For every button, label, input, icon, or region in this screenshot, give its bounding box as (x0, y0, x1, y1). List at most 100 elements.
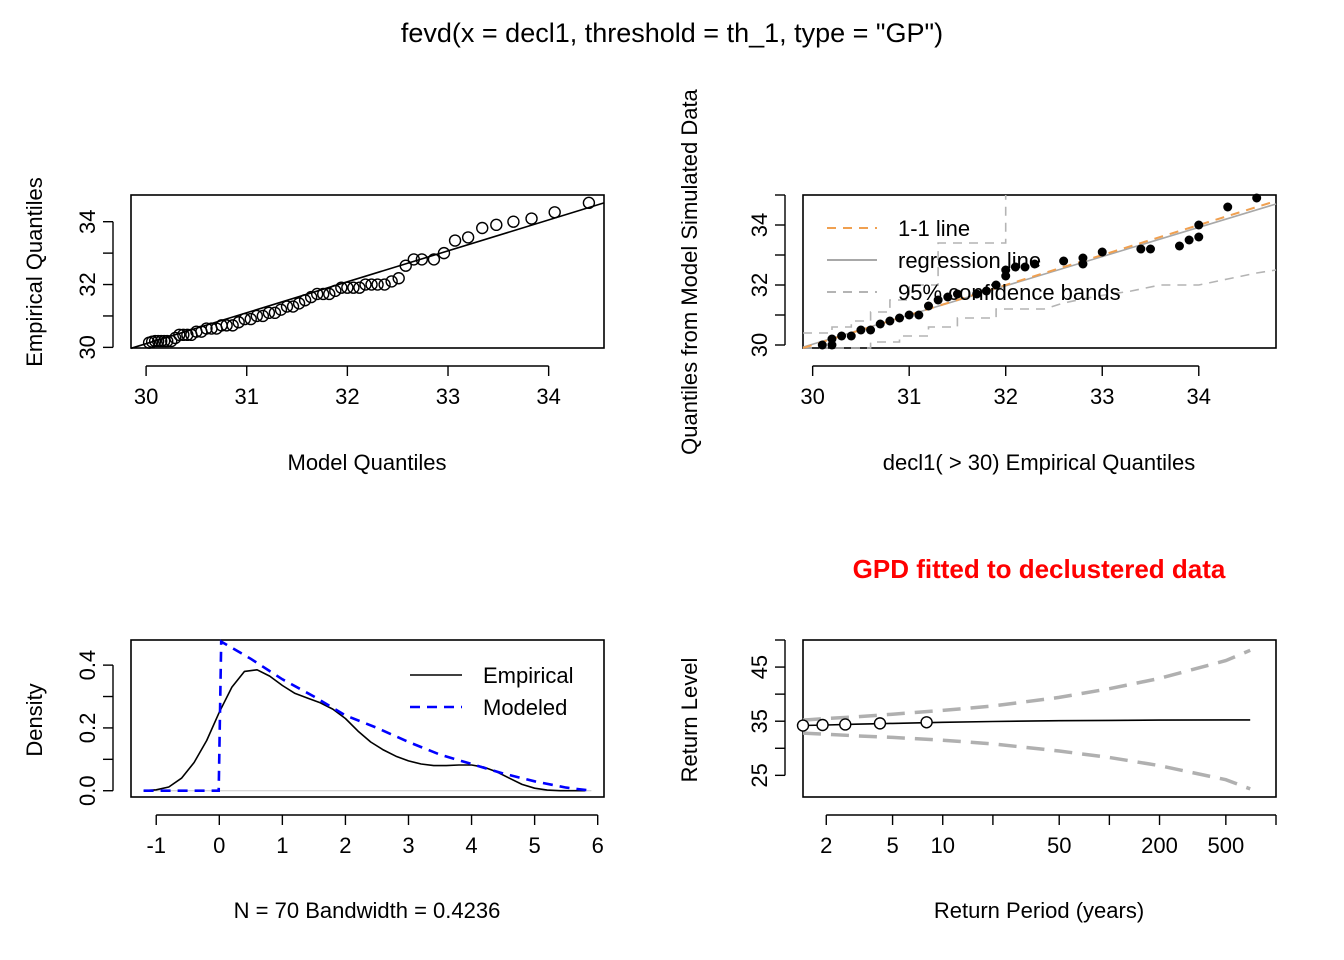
density-y-tick-label: 0.0 (75, 775, 100, 806)
qq-simulated-point (1097, 247, 1107, 257)
qq-simulated-point (904, 310, 914, 320)
qq-model-point (154, 334, 168, 348)
return-level-x-tick-label: 500 (1207, 833, 1244, 858)
return-level-lower-ci (802, 731, 1251, 791)
qq-model-point (365, 278, 378, 291)
qq-model-point (304, 290, 318, 304)
qq-simulated-point (846, 331, 856, 341)
qq-simulated-point (856, 325, 866, 335)
return-level-point (796, 719, 810, 732)
qq-model-point (415, 253, 429, 266)
qq-simulated-point (1059, 256, 1069, 266)
qq-model-point (329, 284, 342, 298)
qq-model-point (341, 281, 354, 294)
qq-simulated-point (895, 313, 905, 323)
qq-simulated-upper-band (803, 195, 1007, 334)
qq-simulated-point (923, 301, 933, 311)
qq-model-point (359, 278, 372, 291)
legend-label-one-to-one: 1-1 line (898, 216, 970, 241)
qq-simulated-point (981, 286, 991, 296)
qq-model-point (548, 206, 561, 219)
qq-simulated-point (1252, 193, 1262, 203)
density-ylabel: Density (22, 683, 47, 756)
return-level-y-tick-label: 35 (747, 709, 772, 733)
qq-simulated-point (1001, 265, 1011, 275)
qq-simulated-point (991, 280, 1001, 290)
return-level-point (920, 716, 933, 729)
return-level-y-tick-label: 45 (747, 655, 772, 679)
qq-model-point (323, 287, 336, 301)
qq-model-y-tick-label: 30 (75, 335, 100, 359)
qq-model-xlabel: Model Quantiles (288, 450, 447, 475)
qq-simulated-x-tick-label: 34 (1187, 384, 1211, 409)
qq-simulated-y-tick-label: 32 (747, 273, 772, 297)
qq-model-point (280, 300, 294, 313)
qq-model-point (298, 294, 312, 307)
density-y-tick-label: 0.2 (75, 713, 100, 744)
qq-model-point (317, 287, 330, 301)
qq-model-point (274, 303, 288, 316)
qq-simulated-point (875, 319, 885, 329)
qq-simulated-point (943, 292, 953, 302)
qq-simulated-ticks: 30 31 32 33 34 30 32 34 (747, 194, 1277, 409)
qq-model-point (286, 300, 300, 313)
qq-simulated-y-tick-label: 34 (747, 213, 772, 237)
qq-model-point (262, 306, 276, 320)
qq-model-point (238, 312, 251, 326)
qq-simulated-xlabel: decl1( > 30) Empirical Quantiles (883, 450, 1195, 475)
qq-model-point (220, 319, 233, 332)
return-level-point (816, 718, 829, 732)
qq-model-point (177, 328, 190, 342)
legend-label-bands: 95% confidence bands (898, 280, 1121, 305)
qq-model-point (427, 253, 441, 266)
legend-label-empirical: Empirical (483, 663, 573, 688)
qq-simulated-point (827, 334, 837, 344)
qq-simulated-ylabel: Quantiles from Model Simulated Data (677, 88, 702, 454)
qq-model-point (437, 246, 451, 260)
qq-model-point (268, 306, 282, 320)
qq-model-x-tick-label: 30 (134, 384, 158, 409)
qq-simulated-point (837, 331, 847, 341)
qq-simulated-point (1136, 244, 1146, 254)
qq-model-point (490, 218, 503, 232)
qq-simulated-point (914, 310, 924, 320)
qq-simulated-point (933, 295, 943, 305)
qq-model-point (165, 334, 178, 348)
return-level-x-tick-label: 5 (886, 833, 898, 858)
qq-simulated-x-tick-label: 32 (993, 384, 1017, 409)
panel-qq-simulated: Quantiles from Model Simulated Data decl… (677, 88, 1277, 475)
qq-model-point (347, 281, 360, 294)
return-level-upper-ci (802, 648, 1251, 722)
density-x-tick-label: 0 (213, 833, 225, 858)
density-x-tick-label: 6 (592, 833, 604, 858)
qq-model-point (169, 331, 182, 345)
annotation-title: GPD fitted to declustered data (853, 554, 1226, 584)
qq-simulated-regression-line (802, 203, 1277, 348)
qq-simulated-point (952, 289, 962, 299)
qq-model-point (371, 278, 384, 291)
qq-model-point (335, 281, 348, 294)
qq-model-point (151, 334, 165, 348)
legend-label-regression: regression line (898, 248, 1041, 273)
qq-simulated-lower-band (803, 269, 1277, 349)
qq-simulated-point (1194, 232, 1204, 242)
qq-simulated-point (1194, 220, 1204, 230)
qq-simulated-legend: 1-1 line regression line 95% confidence … (827, 216, 1121, 305)
qq-simulated-x-tick-label: 31 (897, 384, 921, 409)
return-level-xlabel: Return Period (years) (934, 898, 1144, 923)
qq-simulated-point (817, 340, 827, 350)
return-level-x-tick-label: 10 (930, 833, 954, 858)
qq-model-x-tick-label: 32 (335, 384, 359, 409)
density-y-tick-label: 0.4 (75, 650, 100, 681)
qq-model-point (173, 328, 186, 342)
qq-model-point (161, 334, 174, 348)
qq-model-frame (130, 194, 605, 349)
qq-simulated-point (866, 325, 876, 335)
qq-simulated-x-tick-label: 33 (1090, 384, 1114, 409)
return-level-marks (796, 648, 1251, 791)
qq-model-point (582, 196, 596, 210)
density-x-tick-label: 2 (339, 833, 351, 858)
qq-model-marks (130, 196, 605, 350)
qq-model-point (310, 287, 324, 301)
